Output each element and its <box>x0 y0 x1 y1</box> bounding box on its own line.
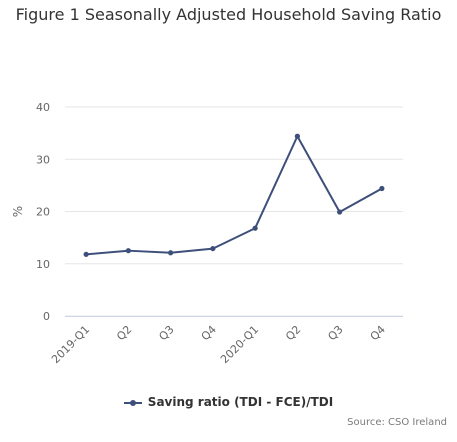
x-tick-label: Q3 <box>325 323 345 343</box>
x-tick-label: Q3 <box>156 323 176 343</box>
data-point <box>294 133 300 139</box>
data-point <box>83 251 89 257</box>
data-point <box>252 225 258 231</box>
y-tick-label: 30 <box>36 153 50 166</box>
data-point <box>337 209 343 215</box>
chart-title: Figure 1 Seasonally Adjusted Household S… <box>15 5 442 24</box>
x-tick-label: 2019-Q1 <box>49 323 92 366</box>
source-note: Source: CSO Ireland <box>347 417 447 428</box>
series-line <box>86 135 383 256</box>
y-tick-label: 10 <box>36 258 50 271</box>
y-axis-label: % <box>11 206 25 217</box>
y-tick-label: 40 <box>36 101 50 114</box>
legend[interactable]: Saving ratio (TDI - FCE)/TDI <box>0 395 457 409</box>
x-tick-label: Q4 <box>368 323 388 343</box>
x-tick-label: Q4 <box>199 323 219 343</box>
x-tick-label: 2020-Q1 <box>218 323 261 366</box>
y-tick-label: 0 <box>43 310 50 323</box>
data-point <box>168 250 174 256</box>
y-tick-label: 20 <box>36 206 50 219</box>
legend-label: Saving ratio (TDI - FCE)/TDI <box>147 395 334 409</box>
legend-line-marker-icon <box>123 398 142 408</box>
x-tick-label: Q2 <box>114 323 134 343</box>
data-point <box>210 245 216 252</box>
x-tick-label: Q2 <box>283 323 303 343</box>
data-point <box>125 248 131 254</box>
data-point <box>379 185 385 192</box>
